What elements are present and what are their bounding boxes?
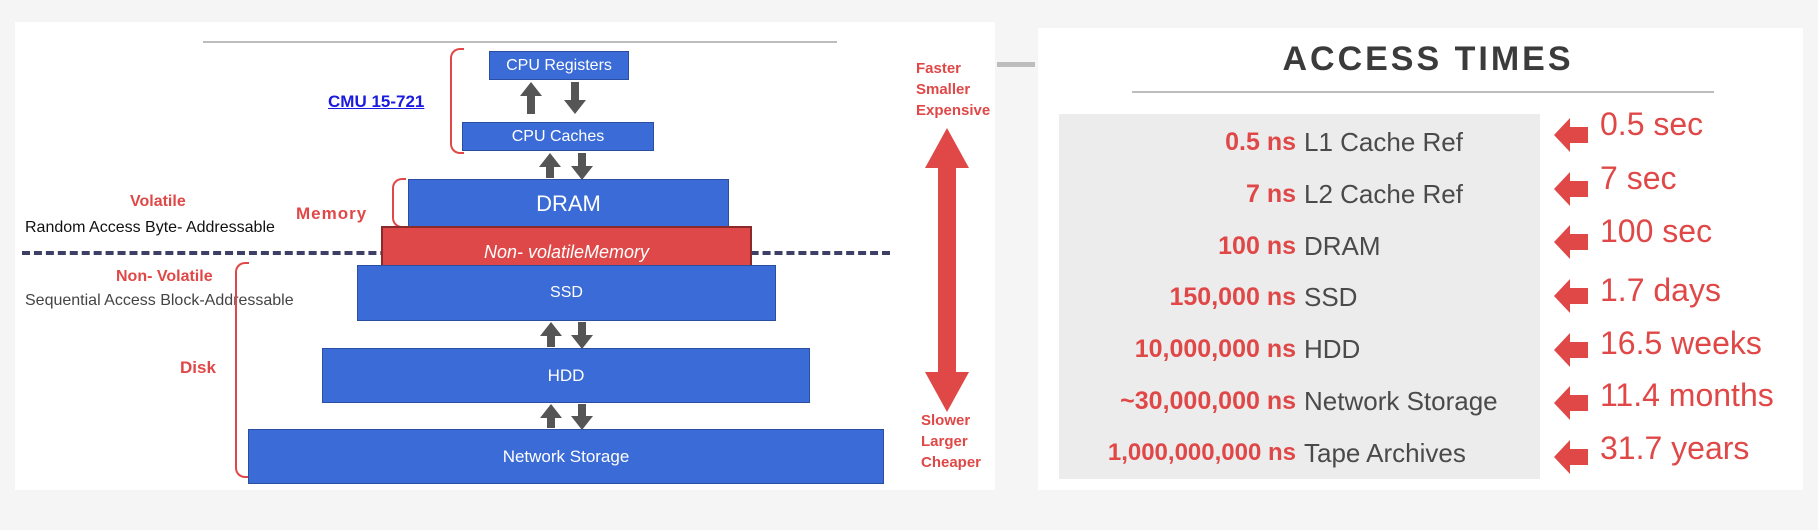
left-arrow-icon (1554, 386, 1588, 420)
latency-value: 0.5 ns (1225, 127, 1296, 156)
ssd-box: SSD (357, 265, 776, 321)
human-time: 16.5 weeks (1600, 325, 1762, 361)
expensive-label: Expensive (916, 102, 991, 119)
faster-label: Faster (916, 60, 962, 77)
title-underline (1132, 91, 1714, 93)
speed-double-arrow (925, 128, 969, 412)
storage-name: L2 Cache Ref (1304, 178, 1463, 209)
latency-value: 1,000,000,000 ns (1107, 439, 1296, 466)
latency-value: 7 ns (1245, 179, 1296, 208)
left-arrow-icon (1554, 440, 1588, 474)
human-time: 31.7 years (1600, 430, 1750, 466)
left-arrow-icon (1554, 118, 1588, 152)
latency-value: 10,000,000 ns (1134, 334, 1296, 363)
arrow-pair-ssd-hdd (540, 322, 593, 349)
volatile-label: Volatile (130, 193, 186, 210)
table-row: ~30,000,000 ns Network Storage (1059, 375, 1534, 427)
disk-bracket (235, 262, 249, 478)
disk-label: Disk (180, 358, 216, 377)
storage-name: DRAM (1304, 230, 1381, 261)
larger-label: Larger (921, 433, 968, 450)
hdd-box: HDD (322, 348, 810, 403)
left-arrow-icon (1554, 225, 1588, 259)
smaller-label: Smaller (916, 81, 971, 98)
storage-name: SSD (1304, 281, 1358, 312)
table-row: 100 ns DRAM (1059, 220, 1534, 272)
course-link[interactable]: CMU 15-721 (328, 92, 425, 111)
human-time: 1.7 days (1600, 272, 1721, 308)
access-times-table: 0.5 ns L1 Cache Ref 7 ns L2 Cache Ref 10… (1059, 114, 1540, 479)
random-access-label: Random Access Byte- Addressable (25, 219, 275, 236)
table-row: 7 ns L2 Cache Ref (1059, 168, 1534, 220)
top-divider (203, 41, 837, 43)
panel-gap-divider (997, 62, 1035, 67)
left-arrow-icon (1554, 333, 1588, 367)
storage-name: HDD (1304, 333, 1361, 364)
arrow-pair-caches-dram (539, 153, 593, 180)
memory-label: Memory (296, 204, 368, 223)
cpu-registers-box: CPU Registers (489, 51, 629, 80)
non-volatile-label: Non- Volatile (116, 268, 213, 285)
storage-name: L1 Cache Ref (1304, 126, 1463, 157)
table-row: 150,000 ns SSD (1059, 271, 1534, 323)
human-time: 11.4 months (1600, 377, 1774, 413)
latency-value: 150,000 ns (1169, 282, 1297, 311)
faster-labels: Faster Smaller Expensive (916, 58, 990, 121)
latency-value: 100 ns (1218, 231, 1296, 260)
latency-value: ~30,000,000 ns (1120, 386, 1296, 415)
human-time: 7 sec (1600, 160, 1677, 196)
table-row: 1,000,000,000 ns Tape Archives (1059, 427, 1534, 479)
storage-name: Network Storage (1304, 385, 1498, 416)
cheaper-label: Cheaper (921, 454, 982, 471)
slower-labels: Slower Larger Cheaper (921, 410, 981, 473)
left-arrow-icon (1554, 172, 1588, 206)
network-storage-box: Network Storage (248, 429, 884, 484)
table-row: 10,000,000 ns HDD (1059, 323, 1534, 375)
table-row: 0.5 ns L1 Cache Ref (1059, 116, 1534, 168)
slower-label: Slower (921, 412, 971, 429)
arrow-pair-registers-caches (520, 82, 586, 114)
storage-name: Tape Archives (1304, 437, 1466, 468)
left-arrow-icon (1554, 279, 1588, 313)
access-times-title: ACCESS TIMES (1282, 40, 1574, 78)
human-time: 0.5 sec (1600, 106, 1704, 142)
arrow-pair-hdd-network (540, 404, 593, 430)
cpu-caches-box: CPU Caches (462, 122, 654, 151)
human-time: 100 sec (1600, 213, 1713, 249)
sequential-access-label: Sequential Access Block-Addressable (25, 292, 294, 309)
level-arrows (520, 82, 969, 430)
human-scale-arrows (1554, 118, 1588, 474)
cpu-bracket (450, 48, 464, 154)
